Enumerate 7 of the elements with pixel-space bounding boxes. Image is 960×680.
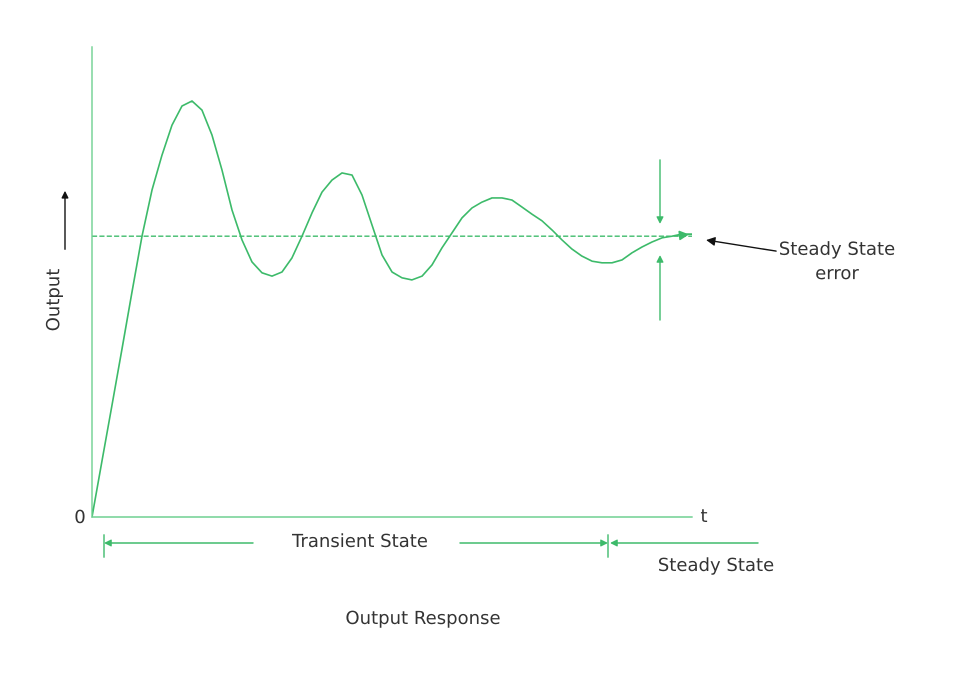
text: Transient State (292, 533, 427, 548)
text: Output Response (346, 610, 500, 628)
x-axis-title: t (700, 509, 708, 522)
text: Steady State (658, 557, 774, 575)
y-axis-title: Output (46, 269, 63, 330)
text: 0 (75, 510, 85, 524)
text: Steady State error (780, 241, 894, 280)
